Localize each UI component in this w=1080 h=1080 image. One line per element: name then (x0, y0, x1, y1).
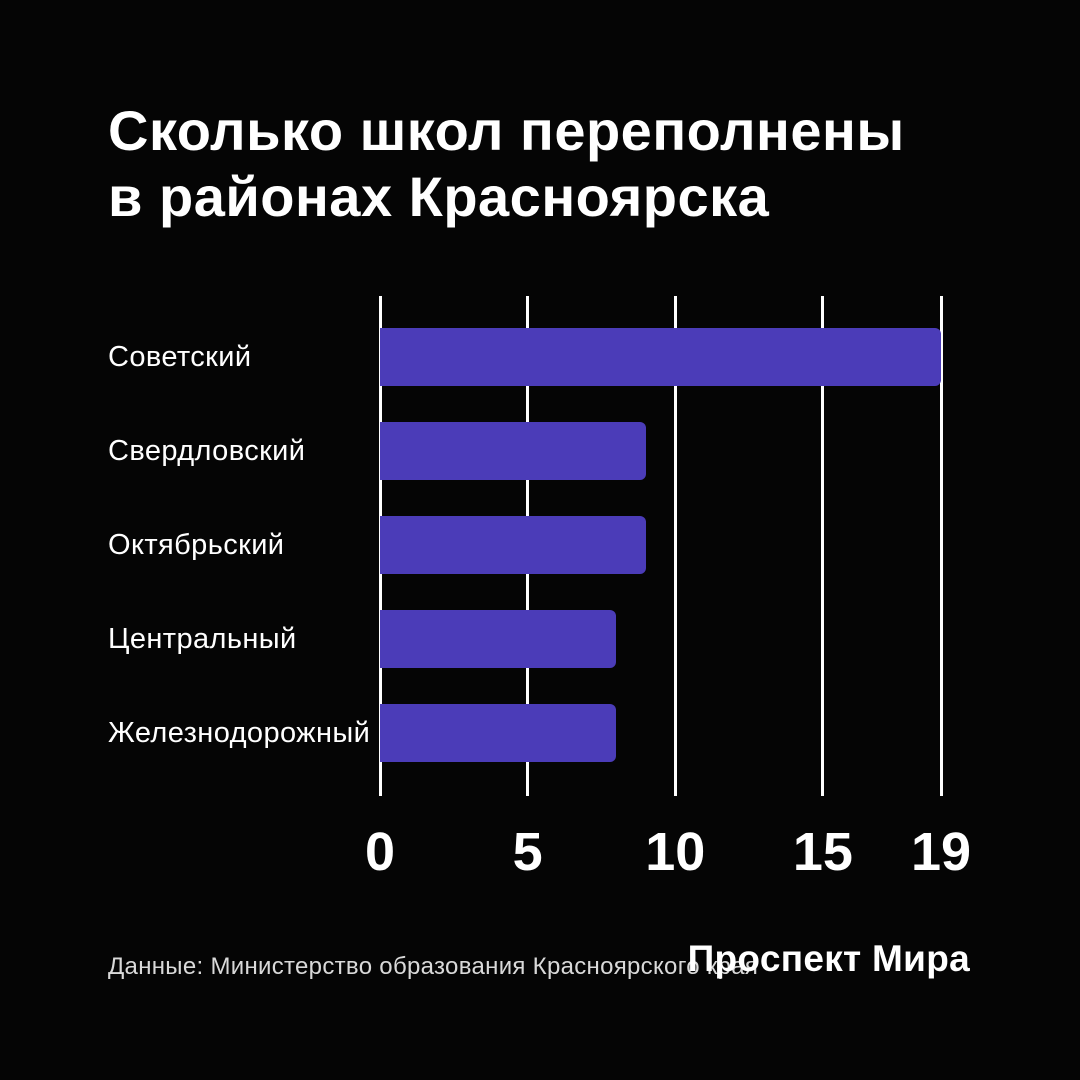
title-line-1: Сколько школ переполнены (108, 99, 905, 162)
title-line-2: в районах Красноярска (108, 165, 770, 228)
x-axis-tick-label: 19 (910, 822, 972, 882)
data-source-caption: Данные: Министерство образования Красноя… (108, 953, 759, 980)
category-label: Железнодорожный (108, 716, 371, 749)
gridline (673, 296, 677, 796)
category-label: Советский (108, 340, 252, 373)
x-axis-tick-label: 10 (645, 822, 706, 882)
x-axis-tick-label: 15 (792, 822, 853, 882)
bar-chart-plot-area (378, 296, 943, 796)
bar (380, 516, 646, 574)
bar (380, 422, 646, 480)
category-label: Октябрьский (108, 528, 285, 561)
brand-logo: Проспект Мира (687, 938, 970, 979)
chart-title: Сколько школ переполнены в районах Красно… (108, 98, 905, 230)
x-axis-tick-label: 0 (364, 822, 396, 882)
gridline (821, 296, 825, 796)
x-axis-tick-label: 5 (512, 822, 543, 882)
bar (380, 328, 941, 386)
bar (380, 610, 617, 668)
category-label: Центральный (108, 622, 297, 655)
category-label: Свердловский (108, 434, 306, 467)
bar (380, 704, 617, 762)
gridline (939, 296, 943, 796)
